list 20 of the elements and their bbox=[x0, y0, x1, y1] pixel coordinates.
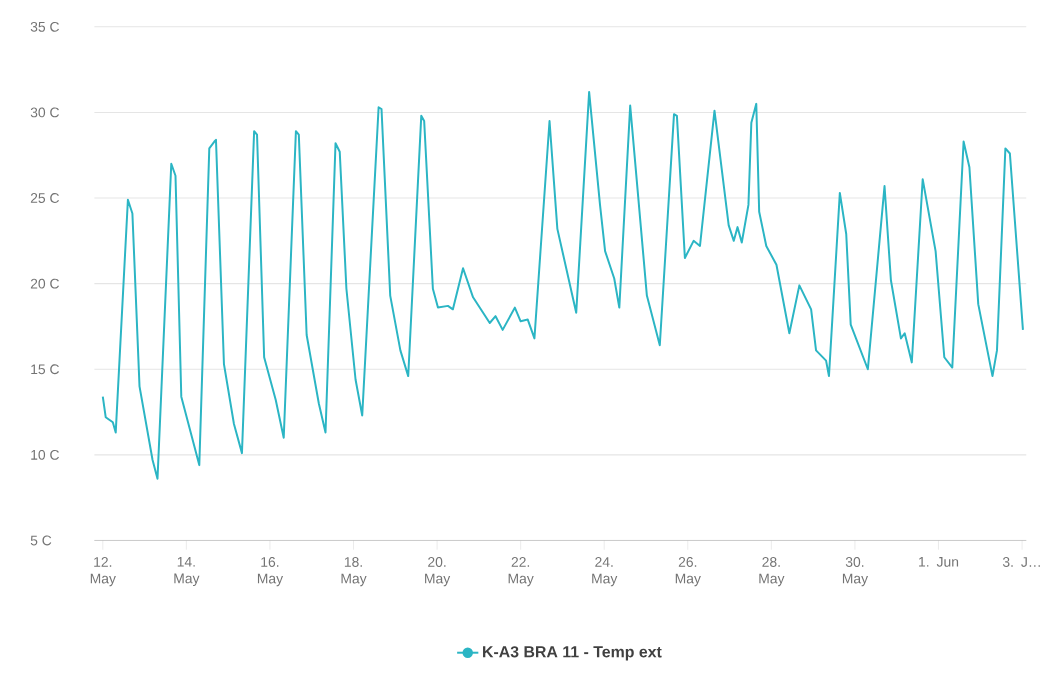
y-tick-label: 25 C bbox=[30, 192, 60, 203]
y-tick-label: 35 C bbox=[30, 21, 60, 32]
y-tick-label: 15 C bbox=[31, 364, 60, 374]
y-tick-label: 30 C bbox=[30, 107, 60, 118]
x-tick-label: 1. Jun bbox=[919, 556, 959, 567]
x-tick-label: 14. May bbox=[174, 556, 200, 586]
x-tick-label: 18. May bbox=[341, 556, 367, 587]
x-tick-label: 28. May bbox=[759, 556, 785, 587]
y-tick-label: 5 C bbox=[30, 535, 52, 546]
x-tick-label: 24. May bbox=[592, 556, 618, 587]
x-tick-label: 16. May bbox=[257, 556, 284, 587]
y-tick-label: 10 C bbox=[31, 449, 60, 460]
y-tick-label: 20 C bbox=[30, 278, 60, 289]
x-tick-label: 12. May bbox=[90, 556, 116, 587]
x-tick-label: 22. May bbox=[508, 556, 534, 587]
x-tick-label: 30. May bbox=[842, 556, 869, 587]
x-tick-label: 26. May bbox=[675, 556, 701, 587]
x-tick-label: 3. J… bbox=[1002, 556, 1040, 567]
legend-label: K-A3 BRA 11 - Temp ext bbox=[483, 645, 662, 661]
x-tick-label: 20. May bbox=[425, 556, 451, 587]
